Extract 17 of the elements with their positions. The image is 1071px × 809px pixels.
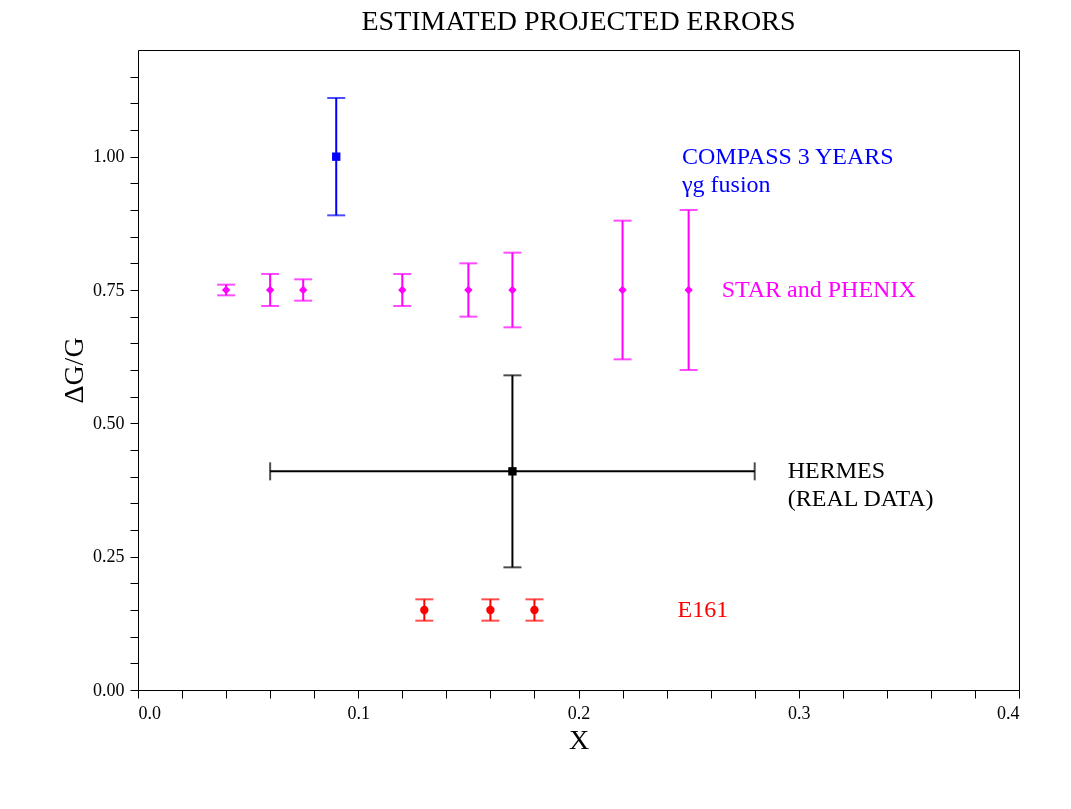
chart-title: ESTIMATED PROJECTED ERRORS [361,5,796,36]
x-tick-label: 0.1 [347,702,370,723]
x-tick-label: 0.2 [567,702,591,723]
y-tick-label: 1.00 [93,146,125,167]
text: E161 [677,596,729,622]
y-tick-label: 0.75 [93,279,125,300]
y-tick-label: 0.50 [93,412,125,433]
text: COMPASS 3 YEARS γg fusion [681,142,894,197]
text: HERMES (REAL DATA) [787,457,934,512]
x-tick-label: 0.0 [138,702,161,723]
y-tick-label: 0.25 [93,546,125,567]
x-axis-title: X [568,723,590,755]
y-axis-title: ΔG/G [58,337,89,404]
series-label: STAR and PHENIX [721,276,916,302]
x-tick-label: 0.4 [997,702,1020,723]
x-tick-label: 0.3 [788,702,811,723]
y-tick-label: 0.00 [93,679,125,700]
